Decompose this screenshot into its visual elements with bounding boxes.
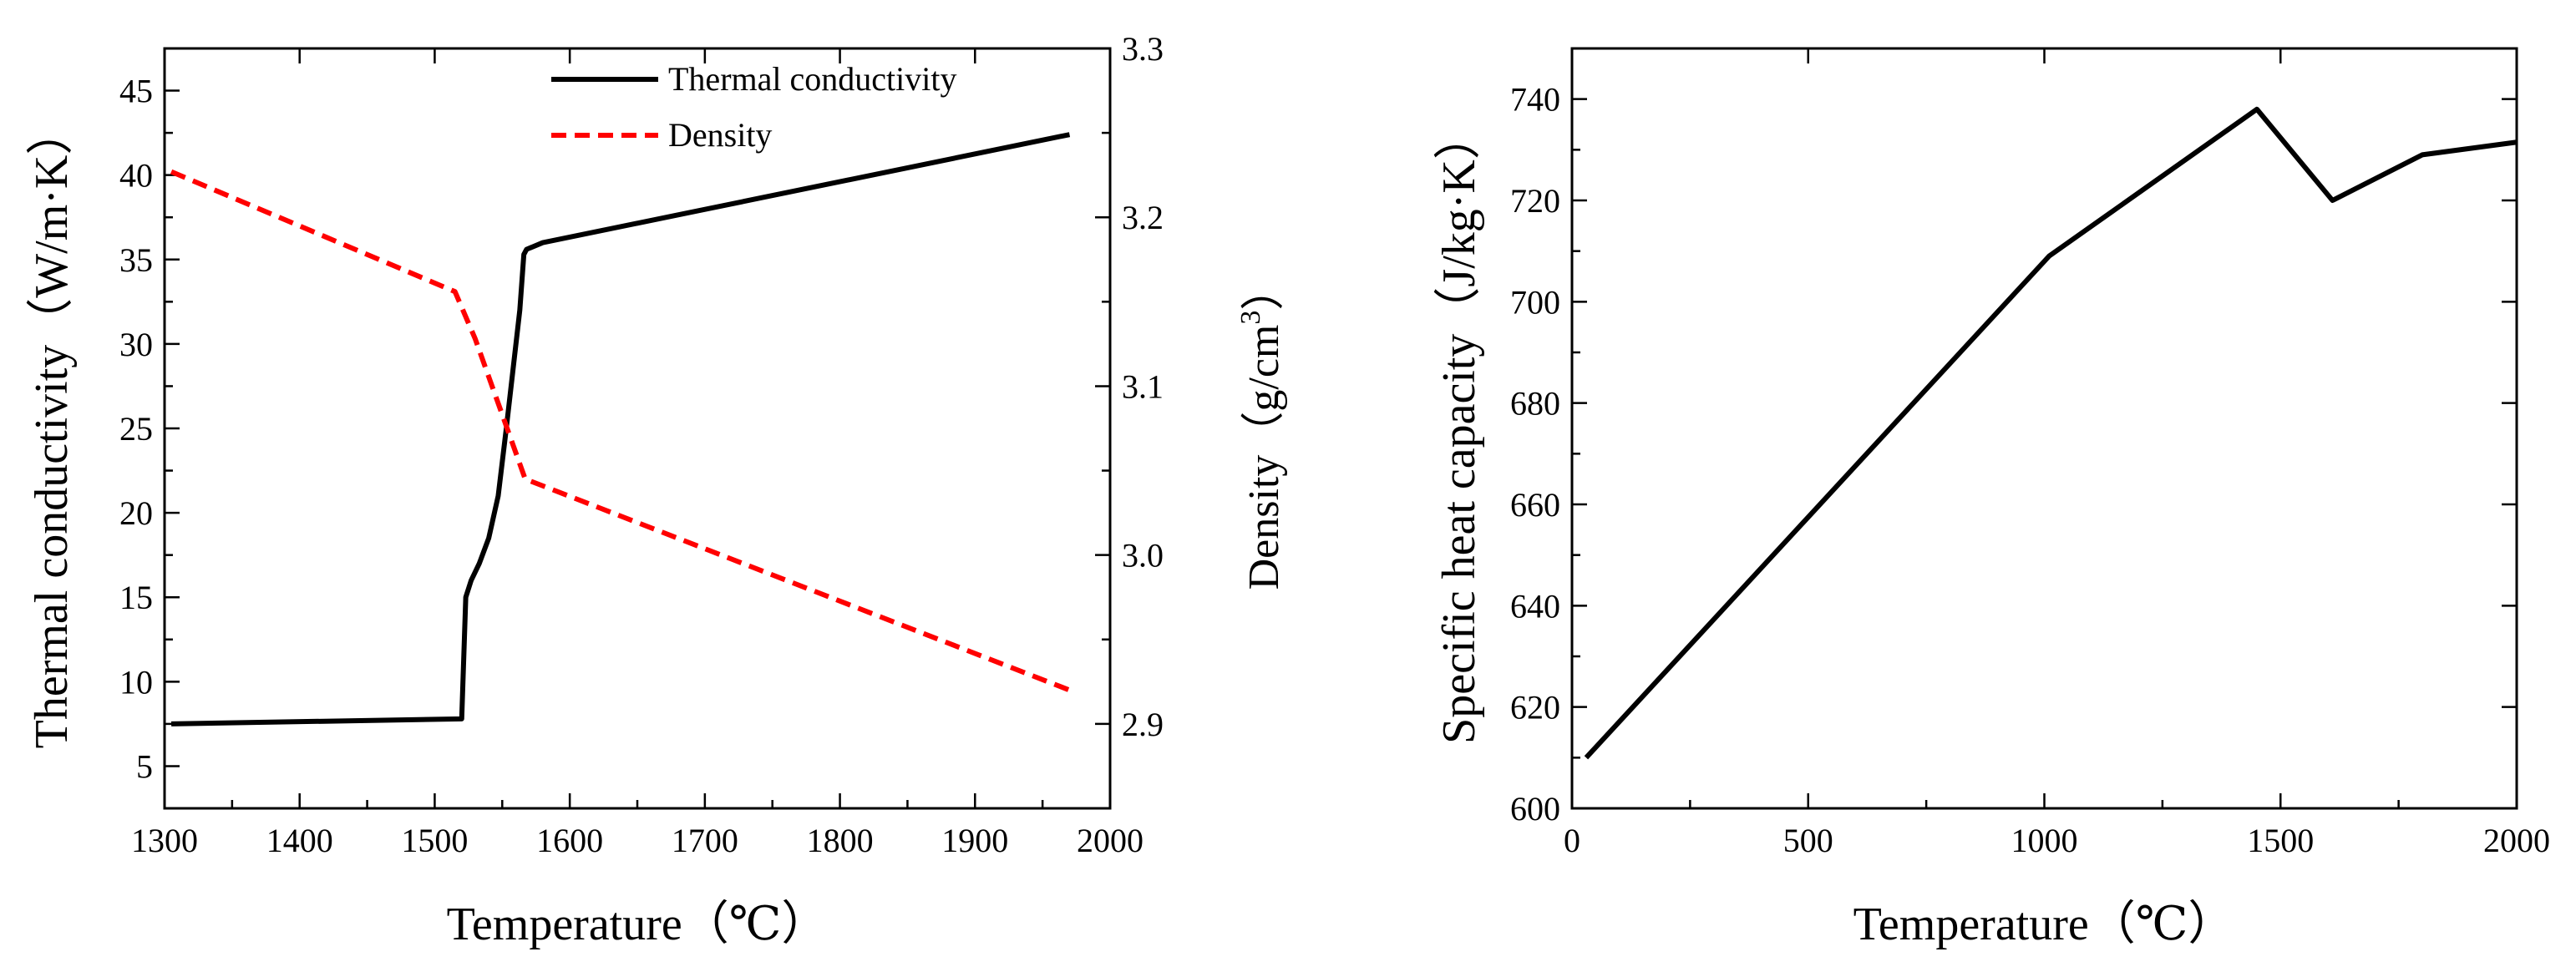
chart1-x-tick-label: 1600 [536, 822, 603, 859]
chart1-y2-tick-label: 3.0 [1122, 537, 1164, 575]
chart1-x-tick-label: 1900 [941, 822, 1008, 859]
chart1-y2-title-sup: 3 [1235, 311, 1266, 325]
chart1-y-tick-label: 15 [119, 579, 153, 616]
thermal-density-chart: 1300 1400 1500 1600 1700 1800 1900 2000 5 10 15 20… [26, 30, 1288, 950]
chart1-x-tick-label: 1500 [401, 822, 468, 859]
specific-heat-line [1584, 106, 2518, 760]
chart2-plot-frame [1570, 47, 2518, 810]
chart2-x-axis-title: Temperature（℃） [1853, 899, 2235, 950]
chart1-x-tick-label: 1400 [266, 822, 333, 859]
chart1-y-tick-label: 25 [119, 410, 153, 448]
chart2-x-tick-label: 0 [1564, 822, 1580, 859]
chart1-y-tick-label: 40 [119, 157, 153, 195]
legend-density-label: Density [668, 116, 772, 154]
chart1-y-tick-label: 35 [119, 241, 153, 279]
legend-thermal-label: Thermal conductivity [668, 60, 956, 98]
chart1-x-tick-label: 2000 [1077, 822, 1143, 859]
chart2-x-tick-label: 2000 [2483, 822, 2550, 859]
chart1-x-tick-label: 1700 [672, 822, 738, 859]
chart2-y-tick-label: 640 [1510, 587, 1560, 625]
chart2-y-tick-label: 600 [1510, 790, 1560, 828]
thermal-conductivity-line [171, 132, 1071, 726]
chart1-y2-tick-label: 3.1 [1122, 367, 1164, 405]
chart2-x-tick-label: 500 [1783, 822, 1833, 859]
specific-heat-chart: 0 500 1000 1500 2000 600 620 640 660 680 700 720 74… [1433, 47, 2550, 950]
chart1-y-tick-label: 45 [119, 73, 153, 110]
chart1-x-tick-label: 1300 [131, 822, 198, 859]
chart2-y-tick-label: 720 [1510, 182, 1560, 220]
chart1-x-axis-title: Temperature（℃） [447, 899, 829, 950]
density-line [170, 169, 1071, 693]
chart2-y-tick-label: 740 [1510, 81, 1560, 119]
chart1-y2-tick-label: 3.3 [1122, 30, 1164, 68]
chart1-y-tick-label: 20 [119, 494, 153, 532]
chart1-y2-title-prefix: Density（g/cm [1240, 325, 1288, 590]
chart1-plot-frame [163, 47, 1112, 810]
chart1-y-tick-label: 30 [119, 326, 153, 363]
chart2-y-tick-label: 660 [1510, 486, 1560, 524]
chart2-y-tick-label: 700 [1510, 283, 1560, 321]
chart1-legend: Thermal conductivity Density [551, 60, 956, 154]
chart1-y-tick-label: 10 [119, 663, 153, 701]
chart1-y2-title-suffix: ） [1240, 267, 1288, 311]
chart2-y-tick-label: 620 [1510, 689, 1560, 726]
chart2-y-tick-label: 680 [1510, 385, 1560, 423]
chart2-x-tick-label: 1000 [2011, 822, 2078, 859]
chart1-y-axis-title: Thermal conductivity（W/m·K） [26, 109, 78, 749]
chart2-x-tick-label: 1500 [2247, 822, 2314, 859]
chart1-y2-tick-label: 2.9 [1122, 706, 1164, 743]
chart1-x-tick-label: 1800 [807, 822, 874, 859]
chart1-y-tick-label: 5 [136, 747, 153, 785]
chart1-y2-axis-title: Density（g/cm3） [1235, 267, 1288, 590]
chart2-y-axis-title: Specific heat capacity（J/kg·K） [1433, 113, 1485, 744]
chart1-y2-tick-label: 3.2 [1122, 199, 1164, 236]
